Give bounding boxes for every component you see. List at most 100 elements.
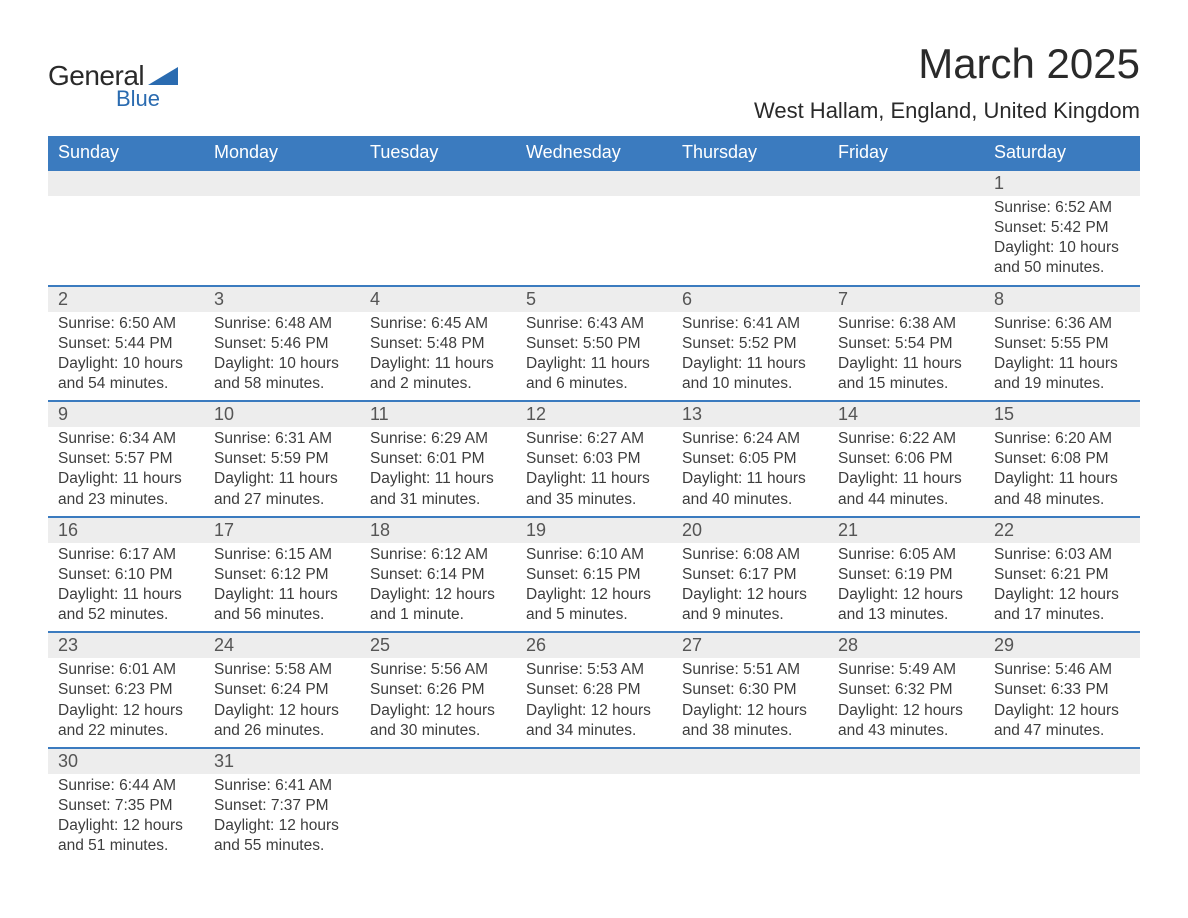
- empty-cell: [828, 170, 984, 196]
- day-cell-body: Sunrise: 5:49 AMSunset: 6:32 PMDaylight:…: [828, 658, 984, 748]
- sunrise-line: Sunrise: 6:03 AM: [994, 545, 1130, 565]
- day-cell-head: 24: [204, 632, 360, 658]
- sunrise-line: Sunrise: 6:44 AM: [58, 776, 194, 796]
- day-details: Sunrise: 6:44 AMSunset: 7:35 PMDaylight:…: [48, 774, 204, 863]
- day-details: Sunrise: 6:03 AMSunset: 6:21 PMDaylight:…: [984, 543, 1140, 632]
- day-number: 6: [672, 287, 828, 312]
- daylight-line: Daylight: 11 hours and 23 minutes.: [58, 469, 194, 509]
- daylight-line: Daylight: 11 hours and 44 minutes.: [838, 469, 974, 509]
- day-cell-body: Sunrise: 6:12 AMSunset: 6:14 PMDaylight:…: [360, 543, 516, 633]
- day-number: 21: [828, 518, 984, 543]
- empty-cell: [516, 196, 672, 286]
- calendar-body: 1Sunrise: 6:52 AMSunset: 5:42 PMDaylight…: [48, 170, 1140, 862]
- day-number: 18: [360, 518, 516, 543]
- day-number: 31: [204, 749, 360, 774]
- empty-cell: [984, 748, 1140, 774]
- day-number: 11: [360, 402, 516, 427]
- daylight-line: Daylight: 12 hours and 13 minutes.: [838, 585, 974, 625]
- day-details: Sunrise: 6:52 AMSunset: 5:42 PMDaylight:…: [984, 196, 1140, 285]
- sunrise-line: Sunrise: 6:22 AM: [838, 429, 974, 449]
- sunrise-line: Sunrise: 6:12 AM: [370, 545, 506, 565]
- day-cell-head: 19: [516, 517, 672, 543]
- sunrise-line: Sunrise: 6:27 AM: [526, 429, 662, 449]
- day-details: Sunrise: 6:45 AMSunset: 5:48 PMDaylight:…: [360, 312, 516, 401]
- day-number: 24: [204, 633, 360, 658]
- location: West Hallam, England, United Kingdom: [754, 98, 1140, 124]
- daylight-line: Daylight: 11 hours and 40 minutes.: [682, 469, 818, 509]
- sunrise-line: Sunrise: 6:08 AM: [682, 545, 818, 565]
- day-cell-head: 15: [984, 401, 1140, 427]
- sunset-line: Sunset: 6:19 PM: [838, 565, 974, 585]
- sunset-line: Sunset: 5:57 PM: [58, 449, 194, 469]
- sunrise-line: Sunrise: 6:10 AM: [526, 545, 662, 565]
- daylight-line: Daylight: 11 hours and 10 minutes.: [682, 354, 818, 394]
- sunset-line: Sunset: 5:59 PM: [214, 449, 350, 469]
- day-cell-body: Sunrise: 6:05 AMSunset: 6:19 PMDaylight:…: [828, 543, 984, 633]
- day-cell-body: Sunrise: 6:52 AMSunset: 5:42 PMDaylight:…: [984, 196, 1140, 286]
- daylight-line: Daylight: 10 hours and 50 minutes.: [994, 238, 1130, 278]
- day-cell-head: 5: [516, 286, 672, 312]
- daylight-line: Daylight: 11 hours and 15 minutes.: [838, 354, 974, 394]
- sunrise-line: Sunrise: 5:51 AM: [682, 660, 818, 680]
- daylight-line: Daylight: 12 hours and 38 minutes.: [682, 701, 818, 741]
- daylight-line: Daylight: 11 hours and 48 minutes.: [994, 469, 1130, 509]
- sunset-line: Sunset: 6:01 PM: [370, 449, 506, 469]
- day-cell-body: Sunrise: 6:41 AMSunset: 7:37 PMDaylight:…: [204, 774, 360, 863]
- sunset-line: Sunset: 6:33 PM: [994, 680, 1130, 700]
- day-cell-body: Sunrise: 6:24 AMSunset: 6:05 PMDaylight:…: [672, 427, 828, 517]
- day-details: Sunrise: 6:48 AMSunset: 5:46 PMDaylight:…: [204, 312, 360, 401]
- day-number: 25: [360, 633, 516, 658]
- sunrise-line: Sunrise: 5:49 AM: [838, 660, 974, 680]
- day-cell-body: Sunrise: 5:53 AMSunset: 6:28 PMDaylight:…: [516, 658, 672, 748]
- daylight-line: Daylight: 12 hours and 17 minutes.: [994, 585, 1130, 625]
- sunrise-line: Sunrise: 6:43 AM: [526, 314, 662, 334]
- day-cell-head: 23: [48, 632, 204, 658]
- logo-text-blue: Blue: [116, 86, 178, 112]
- empty-cell: [360, 748, 516, 774]
- day-number: 4: [360, 287, 516, 312]
- sunrise-line: Sunrise: 6:52 AM: [994, 198, 1130, 218]
- weekday-row: SundayMondayTuesdayWednesdayThursdayFrid…: [48, 136, 1140, 170]
- sunset-line: Sunset: 6:08 PM: [994, 449, 1130, 469]
- day-cell-body: Sunrise: 6:15 AMSunset: 6:12 PMDaylight:…: [204, 543, 360, 633]
- day-details: Sunrise: 5:53 AMSunset: 6:28 PMDaylight:…: [516, 658, 672, 747]
- empty-cell: [672, 748, 828, 774]
- day-cell-body: Sunrise: 6:08 AMSunset: 6:17 PMDaylight:…: [672, 543, 828, 633]
- day-number: 17: [204, 518, 360, 543]
- week-body-row: Sunrise: 6:50 AMSunset: 5:44 PMDaylight:…: [48, 312, 1140, 402]
- daylight-line: Daylight: 11 hours and 35 minutes.: [526, 469, 662, 509]
- day-cell-body: Sunrise: 6:43 AMSunset: 5:50 PMDaylight:…: [516, 312, 672, 402]
- day-number: 10: [204, 402, 360, 427]
- day-cell-head: 27: [672, 632, 828, 658]
- daylight-line: Daylight: 11 hours and 52 minutes.: [58, 585, 194, 625]
- day-number: 22: [984, 518, 1140, 543]
- daylight-line: Daylight: 10 hours and 58 minutes.: [214, 354, 350, 394]
- sunrise-line: Sunrise: 6:41 AM: [682, 314, 818, 334]
- sunrise-line: Sunrise: 6:20 AM: [994, 429, 1130, 449]
- daylight-line: Daylight: 12 hours and 34 minutes.: [526, 701, 662, 741]
- week-body-row: Sunrise: 6:44 AMSunset: 7:35 PMDaylight:…: [48, 774, 1140, 863]
- day-cell-head: 6: [672, 286, 828, 312]
- day-cell-head: 30: [48, 748, 204, 774]
- day-cell-head: 14: [828, 401, 984, 427]
- day-cell-head: 12: [516, 401, 672, 427]
- daylight-line: Daylight: 12 hours and 5 minutes.: [526, 585, 662, 625]
- day-details: Sunrise: 6:36 AMSunset: 5:55 PMDaylight:…: [984, 312, 1140, 401]
- sunset-line: Sunset: 6:26 PM: [370, 680, 506, 700]
- day-details: Sunrise: 6:41 AMSunset: 7:37 PMDaylight:…: [204, 774, 360, 863]
- daylight-line: Daylight: 12 hours and 43 minutes.: [838, 701, 974, 741]
- empty-cell: [828, 748, 984, 774]
- day-cell-body: Sunrise: 6:20 AMSunset: 6:08 PMDaylight:…: [984, 427, 1140, 517]
- day-number: 7: [828, 287, 984, 312]
- day-cell-body: Sunrise: 6:31 AMSunset: 5:59 PMDaylight:…: [204, 427, 360, 517]
- sunset-line: Sunset: 6:14 PM: [370, 565, 506, 585]
- daylight-line: Daylight: 12 hours and 26 minutes.: [214, 701, 350, 741]
- sunrise-line: Sunrise: 6:41 AM: [214, 776, 350, 796]
- day-cell-body: Sunrise: 6:36 AMSunset: 5:55 PMDaylight:…: [984, 312, 1140, 402]
- day-number: 16: [48, 518, 204, 543]
- sunrise-line: Sunrise: 5:53 AM: [526, 660, 662, 680]
- sunset-line: Sunset: 7:35 PM: [58, 796, 194, 816]
- day-cell-body: Sunrise: 6:50 AMSunset: 5:44 PMDaylight:…: [48, 312, 204, 402]
- sunset-line: Sunset: 6:21 PM: [994, 565, 1130, 585]
- week-row: 2345678: [48, 286, 1140, 312]
